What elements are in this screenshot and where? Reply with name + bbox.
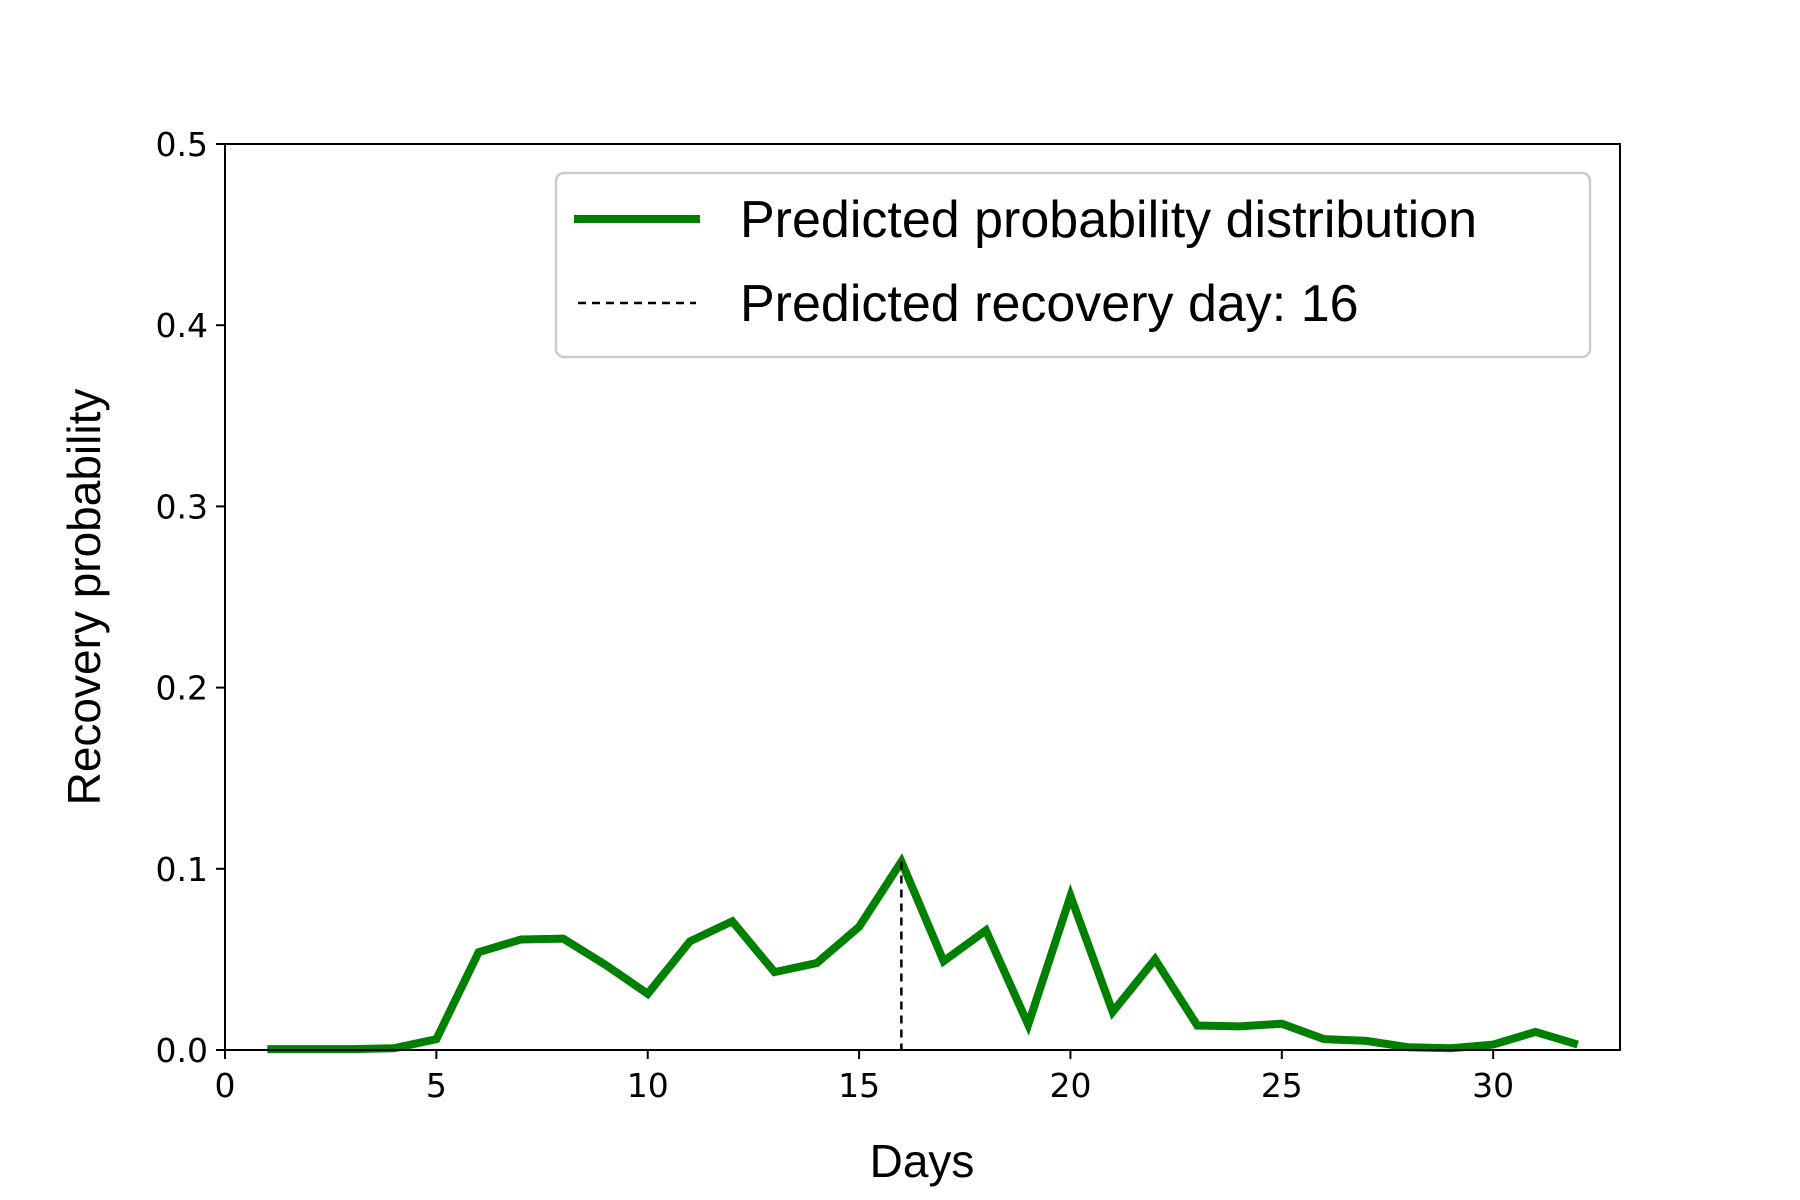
- x-axis-label: Days: [870, 1135, 975, 1187]
- plot-area: [267, 853, 1579, 1054]
- y-tick-label: 0.0: [156, 1031, 208, 1070]
- x-tick-label: 5: [426, 1066, 447, 1105]
- series-line-probability: [267, 853, 1579, 1054]
- x-tick-label: 15: [838, 1066, 880, 1105]
- y-axis: 0.0 0.1 0.2 0.3 0.4 0.5: [156, 125, 225, 1070]
- y-tick-label: 0.1: [156, 850, 208, 889]
- x-tick-label: 10: [627, 1066, 669, 1105]
- x-tick-label: 20: [1049, 1066, 1091, 1105]
- y-tick-label: 0.5: [156, 125, 208, 164]
- legend: Predicted probability distribution Predi…: [554, 171, 1592, 359]
- y-axis-label: Recovery probability: [58, 389, 110, 806]
- y-tick-label: 0.4: [156, 306, 208, 345]
- axes-frame: [224, 143, 1621, 1051]
- y-tick-label: 0.3: [156, 487, 208, 526]
- y-tick-label: 0.2: [156, 669, 208, 708]
- x-tick-label: 30: [1472, 1066, 1514, 1105]
- x-tick-label: 25: [1261, 1066, 1303, 1105]
- legend-box: [554, 171, 1592, 359]
- legend-label-recovery-day: Predicted recovery day: 16: [740, 275, 1359, 333]
- x-axis: 0 5 10 15 20 25 30: [215, 1050, 1514, 1105]
- legend-label-probability: Predicted probability distribution: [740, 191, 1477, 249]
- x-tick-label: 0: [215, 1066, 236, 1105]
